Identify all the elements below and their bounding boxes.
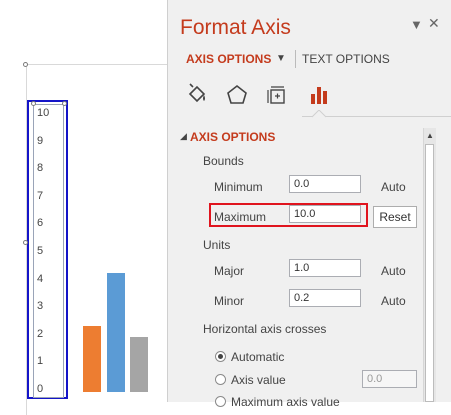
- size-properties-icon[interactable]: [264, 82, 290, 108]
- major-auto-label: Auto: [381, 264, 406, 278]
- horizontal-axis-crosses-label: Horizontal axis crosses: [203, 322, 327, 336]
- minimum-field[interactable]: [289, 175, 361, 193]
- axis-tick-label: 9: [37, 134, 44, 147]
- axis-value-radio[interactable]: [215, 374, 226, 385]
- minor-label: Minor: [214, 294, 245, 308]
- pane-title: Format Axis: [180, 16, 291, 39]
- axis-tick-label: 3: [37, 300, 44, 313]
- bar-series-2[interactable]: [107, 273, 125, 392]
- chart-area[interactable]: 10 9 8 7 6 5 4 3 2 1 0: [0, 0, 177, 415]
- chevron-down-icon[interactable]: ▼: [276, 53, 286, 64]
- tab-text-options[interactable]: TEXT OPTIONS: [302, 52, 390, 66]
- bar-series-3[interactable]: [130, 336, 148, 392]
- maximum-label: Maximum: [214, 210, 267, 224]
- axis-tick-label: 6: [37, 217, 44, 230]
- format-axis-pane: Format Axis ▼ ✕ AXIS OPTIONS ▼ TEXT OPTI…: [167, 0, 451, 409]
- axis-selection-highlight: [27, 100, 68, 399]
- reset-button[interactable]: Reset: [373, 206, 417, 228]
- scroll-up-icon[interactable]: ▲: [426, 131, 434, 140]
- axis-value-label[interactable]: Axis value: [231, 373, 286, 387]
- close-icon[interactable]: ✕: [428, 15, 440, 31]
- tab-separator: [295, 50, 296, 68]
- effects-icon[interactable]: [224, 82, 250, 108]
- fill-line-icon[interactable]: [184, 82, 210, 108]
- automatic-radio[interactable]: [215, 351, 226, 362]
- chart-handle-left[interactable]: [23, 240, 28, 245]
- icon-row-divider: [302, 116, 451, 117]
- vertical-axis[interactable]: [33, 104, 64, 398]
- axis-tick-label: 1: [37, 355, 44, 368]
- automatic-label[interactable]: Automatic: [231, 350, 285, 364]
- maximum-axis-value-label[interactable]: Maximum axis value: [231, 395, 340, 409]
- minor-field[interactable]: [289, 289, 361, 307]
- axis-tick-label: 4: [37, 272, 44, 285]
- minor-auto-label: Auto: [381, 294, 406, 308]
- axis-tick-label: 0: [37, 383, 44, 395]
- active-icon-pointer: [312, 110, 326, 118]
- axis-tick-label: 5: [37, 245, 44, 257]
- chart-handle-top-left[interactable]: [23, 62, 28, 67]
- maximum-highlight-box: [209, 203, 368, 227]
- axis-tick-label: 2: [37, 327, 44, 340]
- major-label: Major: [214, 264, 245, 278]
- units-label: Units: [203, 238, 231, 252]
- chart-frame[interactable]: [26, 64, 177, 415]
- pane-scrollbar[interactable]: ▲: [423, 128, 436, 402]
- bounds-label: Bounds: [203, 154, 244, 168]
- maximum-field[interactable]: [289, 205, 361, 223]
- tab-axis-options[interactable]: AXIS OPTIONS: [186, 52, 272, 66]
- minimum-label: Minimum: [214, 180, 263, 194]
- axis-value-field[interactable]: [362, 370, 417, 388]
- section-axis-options[interactable]: AXIS OPTIONS: [190, 130, 276, 144]
- axis-tick-label: 10: [37, 107, 50, 119]
- scrollbar-thumb[interactable]: [425, 144, 434, 402]
- axis-options-icon[interactable]: [306, 82, 332, 108]
- axis-tick-label: 8: [37, 162, 44, 175]
- minimum-auto-label: Auto: [381, 180, 406, 194]
- collapse-triangle-icon[interactable]: ◢: [180, 131, 187, 141]
- axis-handle-top-left[interactable]: [31, 101, 36, 106]
- pane-options-icon[interactable]: ▼: [410, 17, 423, 32]
- axis-tick-label: 7: [37, 189, 44, 202]
- axis-handle-top-right[interactable]: [62, 101, 67, 106]
- bar-series-1[interactable]: [83, 325, 101, 392]
- major-field[interactable]: [289, 259, 361, 277]
